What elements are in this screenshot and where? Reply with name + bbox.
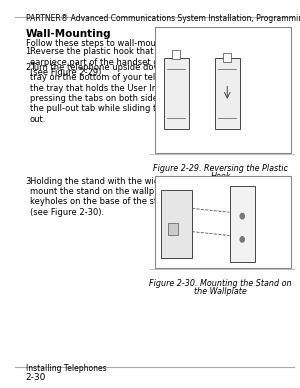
Text: 1.: 1.	[26, 47, 33, 56]
Text: PARTNER® Advanced Communications System Installation, Programming, and Use: PARTNER® Advanced Communications System …	[26, 14, 300, 23]
FancyBboxPatch shape	[215, 58, 240, 129]
Text: Hook: Hook	[210, 172, 231, 181]
Circle shape	[240, 213, 244, 219]
Text: Figure 2-30. Mounting the Stand on: Figure 2-30. Mounting the Stand on	[149, 279, 292, 288]
Text: Reverse the plastic hook that sits in the
earpiece part of the handset cradle
(s: Reverse the plastic hook that sits in th…	[30, 47, 197, 77]
Circle shape	[240, 237, 244, 242]
Text: the Wallplate: the Wallplate	[194, 287, 247, 296]
FancyBboxPatch shape	[172, 50, 181, 59]
Text: Holding the stand with the wide edge down,
mount the stand on the wallplate by u: Holding the stand with the wide edge dow…	[30, 177, 225, 217]
FancyBboxPatch shape	[164, 58, 189, 129]
Text: Installing Telephones: Installing Telephones	[26, 364, 106, 372]
Text: 2.: 2.	[26, 63, 33, 72]
Text: Wall-Mounting: Wall-Mounting	[26, 29, 111, 39]
Text: Follow these steps to wall-mount a PARTNER telephone:: Follow these steps to wall-mount a PARTN…	[26, 39, 260, 48]
FancyBboxPatch shape	[168, 223, 178, 235]
FancyBboxPatch shape	[230, 186, 255, 262]
FancyBboxPatch shape	[223, 53, 232, 62]
FancyBboxPatch shape	[154, 176, 291, 268]
Text: Figure 2-29. Reversing the Plastic: Figure 2-29. Reversing the Plastic	[153, 164, 288, 173]
Text: 2-30: 2-30	[26, 373, 46, 382]
FancyBboxPatch shape	[154, 27, 291, 153]
Text: 3.: 3.	[26, 177, 34, 185]
FancyBboxPatch shape	[161, 190, 192, 258]
Text: Turn the telephone upside down. If you have a
tray on the bottom of your telepho: Turn the telephone upside down. If you h…	[30, 63, 233, 124]
